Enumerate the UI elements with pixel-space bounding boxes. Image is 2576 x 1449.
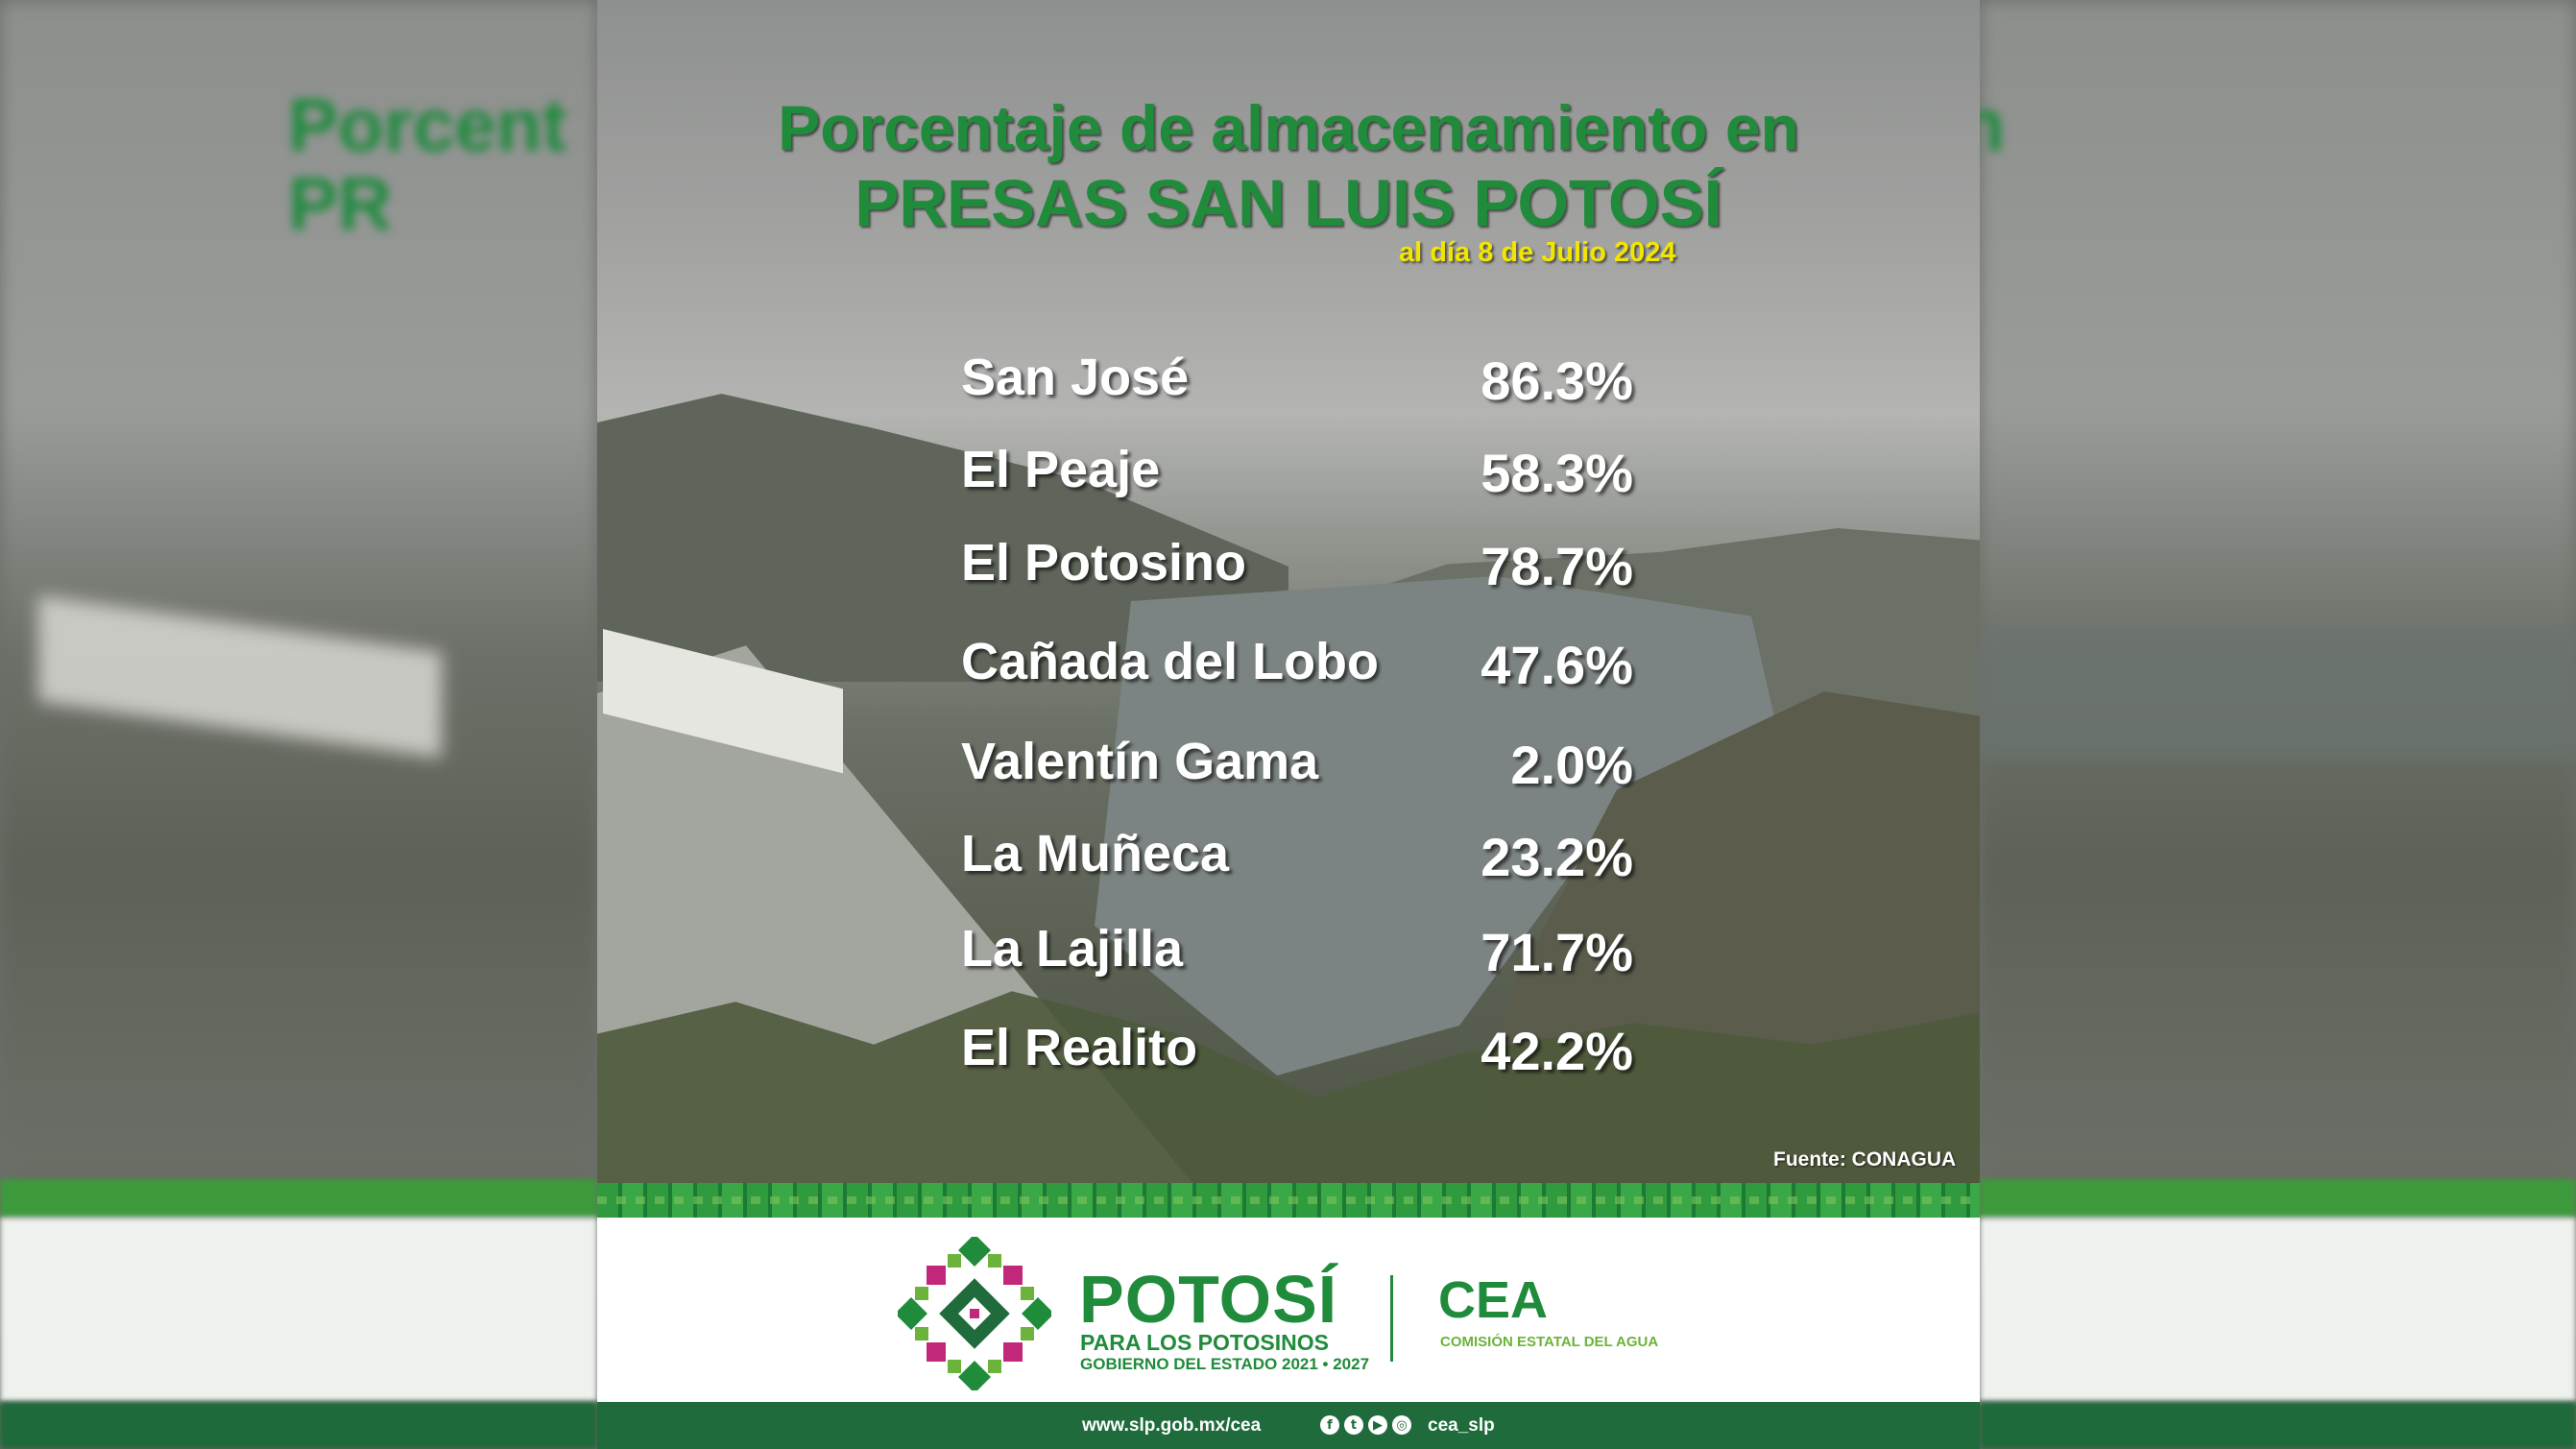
dam-row: La Lajilla 71.7% [961,919,1633,986]
footer: POTOSÍ PARA LOS POTOSINOS GOBIERNO DEL E… [597,1218,1980,1402]
dam-percent: 42.2% [1481,1021,1633,1081]
dam-row: El Realito 42.2% [961,1018,1633,1085]
blurred-title-right: to enSÍ [1980,83,2006,167]
social-icons: f t ▶ ◎ [1320,1415,1411,1435]
title-line-1: Porcentaje de almacenamiento en [778,92,1799,163]
dam-name: La Lajilla [961,920,1184,978]
dam-name: Cañada del Lobo [961,633,1380,690]
dam-name: El Potosino [961,534,1246,592]
website-link[interactable]: www.slp.gob.mx/cea [1082,1415,1262,1436]
dam-name: San José [961,349,1190,406]
dam-percent: 2.0% [1510,735,1633,795]
dam-percent: 47.6% [1481,635,1633,695]
dam-landscape-photo [597,0,1980,1183]
dam-row: El Peaje 58.3% [961,440,1633,507]
youtube-icon[interactable]: ▶ [1368,1415,1387,1435]
dam-row: Cañada del Lobo 47.6% [961,632,1633,699]
blurred-background-right: to enSÍ [1980,0,2576,1449]
decorative-pattern-band [597,1183,1980,1218]
brand-subtitle: PARA LOS POTOSINOS [1080,1330,1329,1355]
dam-row: El Potosino 78.7% [961,533,1633,600]
dam-percent: 71.7% [1481,922,1633,982]
poster: Porcentaje de almacenamiento en PRESAS S… [597,0,1980,1449]
facebook-icon[interactable]: f [1320,1415,1339,1435]
bottom-bar: www.slp.gob.mx/cea f t ▶ ◎ cea_slp [597,1402,1980,1449]
instagram-icon[interactable]: ◎ [1392,1415,1411,1435]
dam-name: El Peaje [961,441,1161,498]
dam-percent: 86.3% [1481,350,1633,411]
blurred-background-left: Porcent PR [0,0,597,1449]
dam-name: El Realito [961,1019,1198,1076]
report-date: al día 8 de Julio 2024 [1399,237,1676,268]
blurred-title-left: Porcent PR [288,83,567,246]
title-line-2: PRESAS SAN LUIS POTOSÍ [855,166,1722,240]
dam-name: Valentín Gama [961,733,1319,790]
dam-row: La Muñeca 23.2% [961,824,1633,891]
dam-row: San José 86.3% [961,348,1633,415]
agency-name: CEA [1438,1271,1549,1329]
dam-percent: 23.2% [1481,827,1633,887]
social-handle[interactable]: cea_slp [1428,1415,1495,1436]
brand-name: POTOSÍ [1079,1262,1338,1337]
dam-percent: 58.3% [1481,443,1633,503]
agency-full-name: COMISIÓN ESTATAL DEL AGUA [1440,1334,1659,1350]
potosi-emblem-icon [898,1237,1051,1390]
logo-divider [1390,1275,1393,1362]
twitter-icon[interactable]: t [1344,1415,1363,1435]
dam-name: La Muñeca [961,825,1230,882]
brand-government: GOBIERNO DEL ESTADO 2021 • 2027 [1080,1355,1370,1373]
dam-percent: 78.7% [1481,536,1633,596]
dam-row: Valentín Gama 2.0% [961,732,1633,799]
source-credit: Fuente: CONAGUA [1773,1148,1957,1171]
